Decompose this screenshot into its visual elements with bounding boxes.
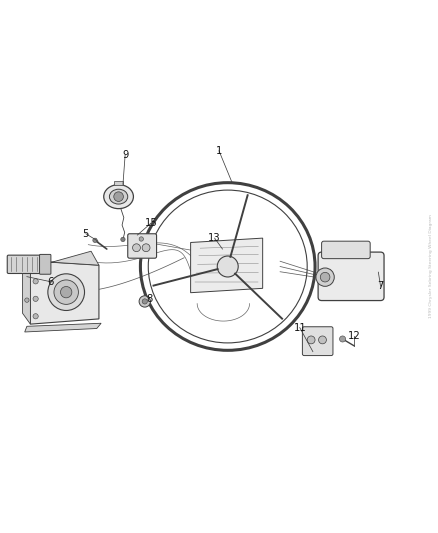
Circle shape: [307, 336, 315, 344]
Circle shape: [33, 313, 38, 319]
Circle shape: [142, 244, 150, 252]
Text: 15: 15: [145, 218, 158, 228]
Polygon shape: [22, 251, 99, 270]
Circle shape: [316, 268, 334, 286]
FancyBboxPatch shape: [39, 254, 51, 274]
Circle shape: [318, 336, 326, 344]
Circle shape: [142, 299, 148, 304]
Circle shape: [114, 192, 124, 201]
Circle shape: [133, 244, 141, 252]
Circle shape: [320, 272, 330, 282]
Text: 9: 9: [122, 150, 128, 160]
Circle shape: [139, 237, 144, 241]
Polygon shape: [25, 323, 101, 332]
FancyBboxPatch shape: [128, 234, 156, 258]
Text: 1999 Chrysler Sebring Steering Wheel Diagram: 1999 Chrysler Sebring Steering Wheel Dia…: [429, 215, 433, 318]
Circle shape: [60, 286, 72, 298]
FancyBboxPatch shape: [302, 327, 333, 356]
Circle shape: [339, 336, 346, 342]
Circle shape: [54, 280, 78, 304]
Text: 13: 13: [208, 233, 221, 243]
Text: 11: 11: [293, 322, 306, 333]
Text: 6: 6: [48, 277, 54, 287]
Bar: [114, 181, 123, 185]
Text: 1: 1: [216, 146, 222, 156]
Text: 5: 5: [83, 229, 89, 239]
Circle shape: [48, 274, 85, 311]
Ellipse shape: [110, 189, 128, 204]
FancyBboxPatch shape: [318, 252, 384, 301]
Circle shape: [139, 296, 150, 307]
Circle shape: [33, 296, 38, 302]
Ellipse shape: [104, 184, 134, 208]
FancyBboxPatch shape: [7, 255, 47, 273]
FancyBboxPatch shape: [321, 241, 370, 259]
Polygon shape: [191, 238, 263, 293]
Circle shape: [25, 298, 29, 302]
Circle shape: [217, 256, 238, 277]
Polygon shape: [30, 261, 99, 324]
Text: 12: 12: [348, 332, 361, 341]
Circle shape: [93, 238, 97, 243]
Text: 8: 8: [146, 294, 152, 304]
Circle shape: [33, 279, 38, 284]
Circle shape: [121, 237, 125, 241]
Text: 7: 7: [378, 281, 384, 291]
Polygon shape: [22, 261, 30, 324]
